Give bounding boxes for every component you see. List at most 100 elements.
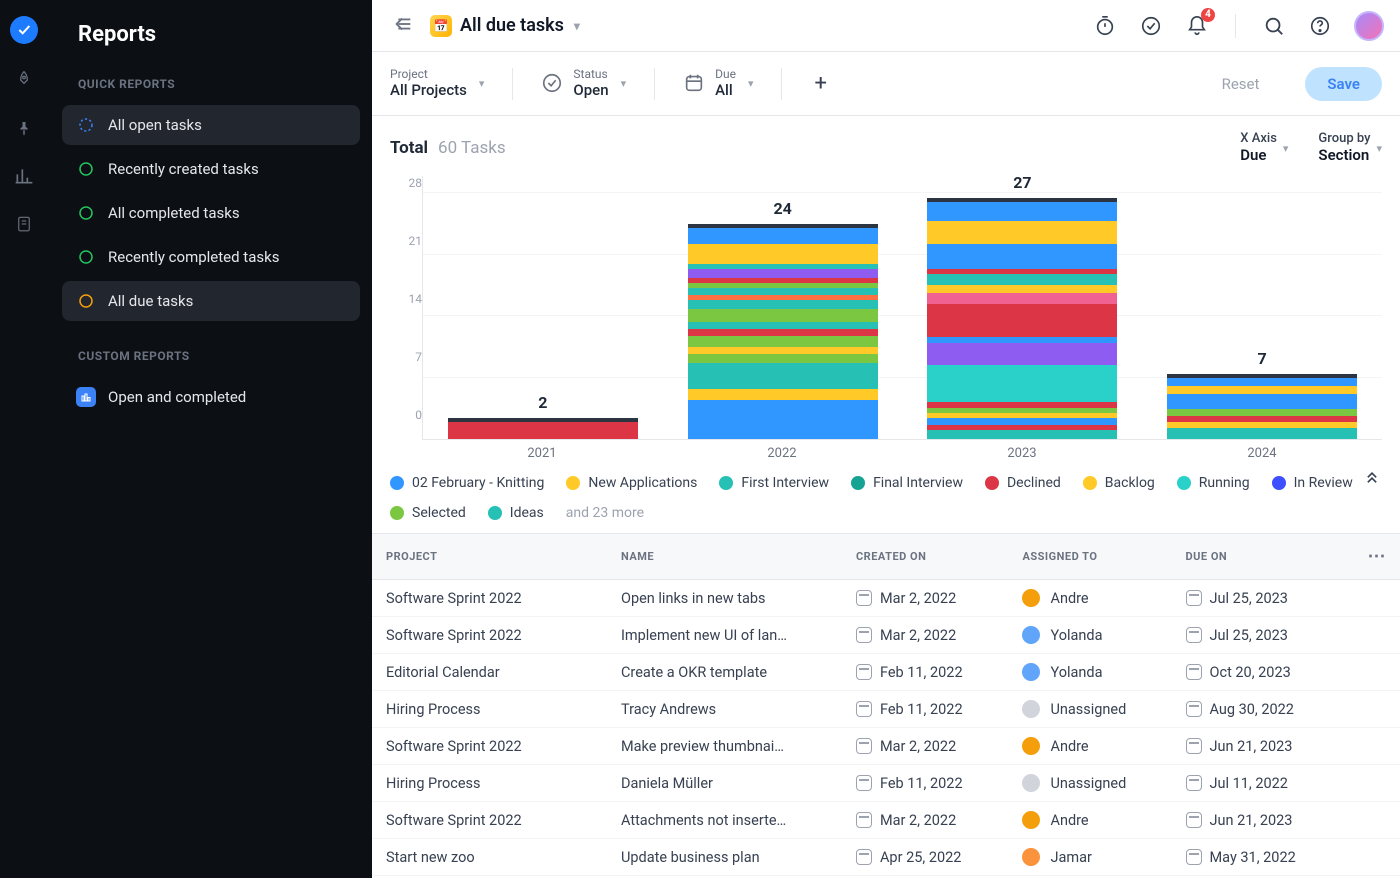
sidebar-item[interactable]: Recently created tasks — [62, 149, 360, 189]
sidebar-item[interactable]: All completed tasks — [62, 193, 360, 233]
legend-swatch — [390, 506, 404, 520]
custom-reports-label: CUSTOM REPORTS — [78, 349, 360, 363]
calendar-icon — [1186, 775, 1202, 791]
table-row[interactable]: Editorial Calendar Create a OKR template… — [372, 654, 1400, 691]
sidebar-item[interactable]: Open and completed — [62, 377, 360, 417]
sidebar-item[interactable]: Recently completed tasks — [62, 237, 360, 277]
rail-rocket-icon[interactable] — [12, 68, 36, 92]
collapse-sidebar-button[interactable] — [388, 9, 418, 43]
legend-item[interactable]: In Review — [1272, 475, 1353, 491]
legend-item[interactable]: First Interview — [719, 475, 829, 491]
cell-project: Software Sprint 2022 — [372, 802, 607, 839]
cell-created: Mar 2, 2022 — [842, 802, 1009, 839]
calendar-icon — [1186, 664, 1202, 680]
table-row[interactable]: Software Sprint 2022 Open links in new t… — [372, 580, 1400, 617]
legend-swatch — [985, 476, 999, 490]
rail-pin-icon[interactable] — [12, 116, 36, 140]
chart-region: 28211470 224277 2021202220232024 — [372, 172, 1400, 461]
cell-name: Attachments not inserte… — [607, 802, 842, 839]
legend-item[interactable]: New Applications — [566, 475, 697, 491]
breadcrumb[interactable]: 📅 All due tasks ▾ — [430, 15, 580, 37]
reset-button[interactable]: Reset — [1204, 67, 1278, 101]
filter-due[interactable]: Due All ▾ — [683, 68, 753, 99]
cell-due: Jun 21, 2023 — [1172, 802, 1343, 839]
sidebar-item-label: Recently created tasks — [108, 160, 259, 178]
bar-group[interactable]: 2 — [443, 393, 643, 440]
sidebar-item[interactable]: All open tasks — [62, 105, 360, 145]
x-axis-picker[interactable]: X Axis Due ▾ — [1240, 132, 1288, 164]
table-row[interactable]: Software Sprint 2022 Implement new UI of… — [372, 617, 1400, 654]
sidebar-item[interactable]: All due tasks — [62, 281, 360, 321]
y-axis: 28211470 — [390, 176, 422, 440]
assignee-avatar — [1022, 811, 1040, 829]
legend-item[interactable]: 02 February - Knitting — [390, 475, 544, 491]
timer-icon[interactable] — [1093, 14, 1117, 38]
column-header[interactable]: NAME — [607, 534, 842, 580]
legend-more[interactable]: and 23 more — [566, 505, 644, 521]
bar-group[interactable]: 24 — [683, 199, 883, 439]
assignee-avatar — [1022, 700, 1040, 718]
table-row[interactable]: Hiring Process Daniela Müller Feb 11, 20… — [372, 765, 1400, 802]
sidebar-item-label: All completed tasks — [108, 204, 240, 222]
cell-project: Hiring Process — [372, 765, 607, 802]
rail-tasks-icon[interactable] — [10, 16, 38, 44]
filter-value: All — [715, 82, 736, 99]
calendar-icon — [856, 812, 872, 828]
bar-value: 2 — [538, 393, 547, 412]
table-row[interactable]: Hiring Process Tracy Andrews Feb 11, 202… — [372, 691, 1400, 728]
legend-label: In Review — [1294, 475, 1353, 491]
help-icon[interactable] — [1308, 14, 1332, 38]
axis-value: Section — [1318, 147, 1370, 164]
report-icon — [76, 387, 96, 407]
cell-project: Software Sprint 2022 — [372, 617, 607, 654]
column-header[interactable]: ASSIGNED TO — [1008, 534, 1171, 580]
legend-swatch — [851, 476, 865, 490]
bar-group[interactable]: 7 — [1162, 349, 1362, 439]
rail-reports-icon[interactable] — [12, 164, 36, 188]
axis-label: X Axis — [1240, 132, 1277, 147]
calendar-icon — [1186, 849, 1202, 865]
legend-item[interactable]: Backlog — [1083, 475, 1155, 491]
chevron-down-icon: ▾ — [574, 19, 580, 33]
legend-swatch — [1083, 476, 1097, 490]
table-more-icon[interactable]: ⋯ — [1368, 546, 1387, 567]
save-button[interactable]: Save — [1305, 67, 1382, 101]
x-tick: 2023 — [922, 446, 1122, 461]
column-header[interactable]: DUE ON — [1172, 534, 1343, 580]
main-panel: 📅 All due tasks ▾ 4 — [372, 0, 1400, 878]
calendar-icon — [683, 72, 705, 94]
notification-bell-icon[interactable]: 4 — [1185, 14, 1209, 38]
legend-swatch — [566, 476, 580, 490]
legend-label: Final Interview — [873, 475, 963, 491]
rail-docs-icon[interactable] — [12, 212, 36, 236]
cell-due: Jul 25, 2023 — [1172, 580, 1343, 617]
axis-label: Group by — [1318, 132, 1370, 147]
legend-item[interactable]: Declined — [985, 475, 1061, 491]
legend-item[interactable]: Selected — [390, 505, 466, 521]
stacked-bar — [1167, 374, 1357, 439]
column-header[interactable]: CREATED ON — [842, 534, 1009, 580]
legend-item[interactable]: Ideas — [488, 505, 544, 521]
expand-legend-button[interactable] — [1362, 469, 1382, 493]
cell-name: Create a OKR template — [607, 654, 842, 691]
table-row[interactable]: Start new zoo Update business plan Apr 2… — [372, 839, 1400, 876]
legend-item[interactable]: Running — [1177, 475, 1250, 491]
calendar-icon — [1186, 701, 1202, 717]
assignee-avatar — [1022, 626, 1040, 644]
topbar: 📅 All due tasks ▾ 4 — [372, 0, 1400, 52]
cell-project: Software Sprint 2022 — [372, 728, 607, 765]
task-table: PROJECTNAMECREATED ONASSIGNED TODUE ON⋯ … — [372, 533, 1400, 878]
group-by-picker[interactable]: Group by Section ▾ — [1318, 132, 1382, 164]
table-row[interactable]: Software Sprint 2022 Make preview thumbn… — [372, 728, 1400, 765]
user-avatar[interactable] — [1354, 11, 1384, 41]
filter-status[interactable]: Status Open ▾ — [541, 68, 626, 99]
column-header[interactable]: PROJECT — [372, 534, 607, 580]
search-icon[interactable] — [1262, 14, 1286, 38]
bar-group[interactable]: 27 — [922, 173, 1122, 439]
table-row[interactable]: Software Sprint 2022 Attachments not ins… — [372, 802, 1400, 839]
add-filter-button[interactable]: + — [810, 71, 830, 96]
legend-item[interactable]: Final Interview — [851, 475, 963, 491]
check-circle-icon[interactable] — [1139, 14, 1163, 38]
chart-plot: 2 2427 7 — [422, 176, 1382, 440]
filter-project[interactable]: Project All Projects ▾ — [390, 68, 484, 99]
